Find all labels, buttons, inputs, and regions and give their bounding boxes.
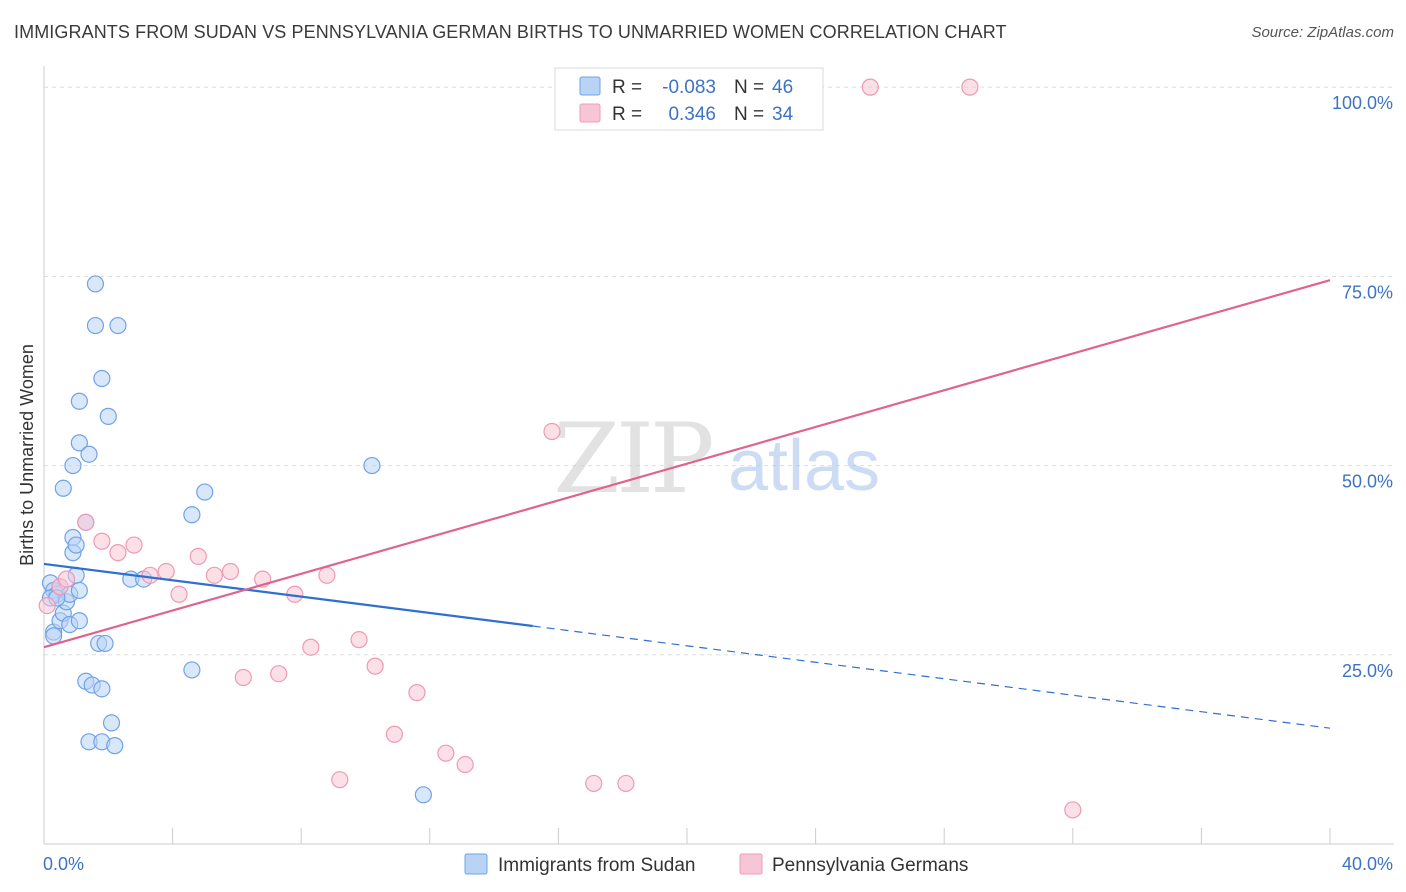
point-s1-20	[350, 631, 368, 649]
y-tick-label-100: 100.0%	[1332, 93, 1393, 113]
legend-n-label-2: N =	[734, 104, 764, 125]
point-s0-29	[96, 634, 114, 653]
point-s1-31	[861, 78, 879, 96]
point-s1-28	[585, 774, 603, 793]
point-s1-25	[456, 755, 474, 774]
x-tick-max: 40.0%	[1342, 854, 1393, 874]
point-s0-16	[70, 612, 88, 630]
point-s1-11	[205, 566, 223, 584]
point-s1-4	[93, 532, 111, 550]
data-points	[38, 78, 1082, 819]
point-s0-27	[109, 316, 127, 335]
legend-n-label-1: N =	[734, 77, 764, 98]
series-legend-swatch-pa-german	[739, 853, 763, 875]
legend-n-value-2: 34	[772, 104, 794, 125]
trend-line-1	[43, 279, 1331, 649]
point-s1-22	[385, 725, 404, 743]
point-s1-15	[270, 665, 288, 683]
point-s0-43	[414, 786, 432, 804]
point-s0-22	[80, 445, 98, 463]
watermark-atlas: atlas	[728, 426, 880, 506]
legend-swatch-pa-german	[579, 103, 601, 123]
point-s1-7	[141, 566, 159, 584]
point-s0-23	[86, 275, 105, 293]
trend-lines	[43, 279, 1331, 729]
point-s0-32	[93, 680, 111, 698]
series-legend-swatch-sudan	[464, 853, 488, 875]
point-s0-26	[99, 407, 117, 425]
point-s1-23	[408, 684, 426, 702]
point-s1-24	[437, 744, 455, 762]
watermark: ZIP atlas	[553, 403, 880, 515]
x-tick-min: 0.0%	[43, 854, 84, 874]
point-s0-19	[70, 434, 88, 452]
series-legend-label-pa-german: Pennsylvania Germans	[772, 855, 968, 876]
point-s1-33	[1064, 801, 1082, 819]
legend-swatch-sudan	[579, 76, 601, 96]
point-s0-15	[70, 581, 88, 600]
point-s0-20	[70, 392, 88, 410]
point-s1-5	[109, 544, 127, 562]
point-s1-32	[961, 78, 979, 96]
point-s1-10	[189, 547, 207, 565]
point-s0-42	[363, 456, 381, 475]
point-s0-13	[67, 536, 85, 554]
point-s1-8	[157, 562, 175, 581]
point-s0-24	[86, 316, 105, 335]
point-s1-3	[77, 513, 95, 531]
y-tick-label-75: 75.0%	[1342, 282, 1393, 302]
y-tick-label-25: 25.0%	[1342, 661, 1393, 681]
y-axis-title: Births to Unmarried Women	[17, 344, 37, 566]
point-s1-0	[38, 596, 56, 615]
legend-r-value-2: 0.346	[668, 104, 716, 125]
point-s0-25	[93, 369, 111, 388]
point-s1-13	[234, 668, 252, 687]
series-legend-label-sudan: Immigrants from Sudan	[498, 855, 695, 876]
legend-n-value-1: 46	[772, 77, 793, 98]
correlation-legend: R = -0.083 N = 46 R = 0.346 N = 34	[554, 67, 824, 131]
point-s0-18	[64, 456, 82, 475]
y-tick-label-50: 50.0%	[1342, 472, 1393, 492]
watermark-zip: ZIP	[553, 403, 712, 515]
chart-title: IMMIGRANTS FROM SUDAN VS PENNSYLVANIA GE…	[14, 22, 1007, 42]
point-s0-44	[45, 627, 63, 645]
trend-line-0	[43, 562, 533, 628]
gridlines	[44, 86, 1394, 656]
point-s1-19	[331, 771, 349, 789]
point-s0-39	[183, 506, 201, 524]
point-s0-33	[102, 714, 121, 732]
point-s1-21	[366, 657, 384, 675]
point-s1-2	[57, 570, 76, 588]
point-s0-36	[106, 737, 124, 755]
legend-r-value-1: -0.083	[662, 77, 716, 98]
legend-r-label-2: R =	[612, 104, 642, 125]
point-s1-6	[125, 536, 143, 554]
legend-r-label-1: R =	[612, 77, 642, 98]
point-s1-18	[318, 566, 336, 584]
axes	[43, 66, 1394, 845]
point-s0-41	[183, 661, 201, 679]
point-s0-40	[196, 483, 214, 501]
point-s1-29	[617, 774, 635, 793]
y-tick-labels: 25.0% 50.0% 75.0% 100.0%	[1332, 93, 1393, 681]
point-s1-26	[543, 422, 561, 441]
series-legend: Immigrants from Sudan Pennsylvania Germa…	[464, 853, 968, 876]
source-credit: Source: ZipAtlas.com	[1251, 24, 1394, 41]
point-s1-9	[170, 585, 188, 603]
trend-line-ext-0	[532, 625, 1331, 729]
point-s0-17	[54, 479, 72, 497]
point-s1-17	[302, 638, 320, 656]
point-s1-12	[221, 562, 240, 581]
